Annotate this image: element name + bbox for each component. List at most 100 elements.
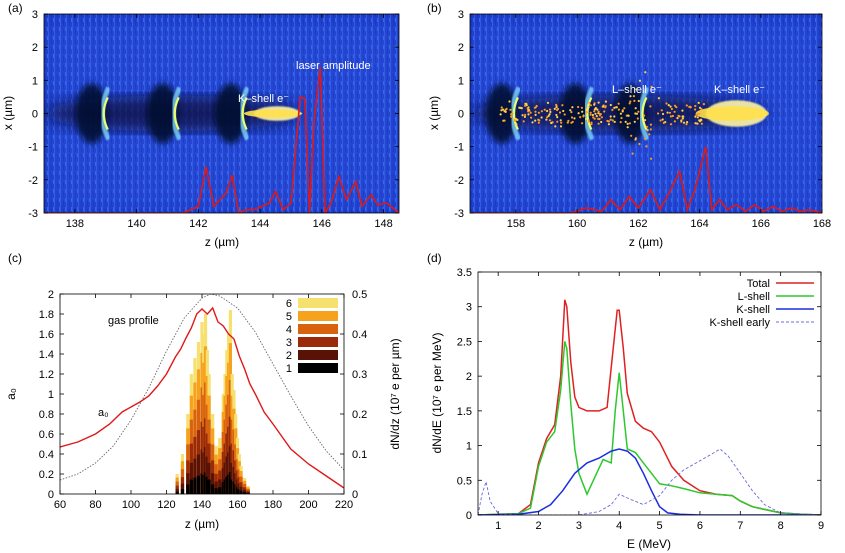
- lshell-electron: [577, 112, 580, 115]
- histogram-bar-1: [203, 472, 208, 494]
- lshell-electron: [681, 109, 684, 112]
- lshell-electron: [597, 101, 600, 104]
- histogram-bar-1: [205, 476, 209, 494]
- lshell-electron: [675, 106, 678, 109]
- lshell-electron: [548, 113, 551, 116]
- lshell-electron: [630, 134, 633, 137]
- lshell-electron: [537, 111, 541, 114]
- x-tick-label: 162: [629, 218, 647, 230]
- lshell-electron: [600, 116, 604, 119]
- lshell-electron: [657, 112, 660, 115]
- lshell-electron: [530, 116, 533, 119]
- histogram-bar-1: [227, 474, 231, 494]
- lshell-electron: [606, 119, 609, 123]
- lshell-electron: [597, 122, 600, 125]
- x-tick-label: 164: [690, 218, 708, 230]
- histogram-bar-2: [203, 447, 208, 494]
- histogram-bar-1: [237, 489, 241, 494]
- histogram-bar-2: [205, 456, 209, 494]
- panel-b-label: (b): [427, 1, 442, 15]
- y-tick-label: 0.8: [39, 409, 54, 421]
- bubble: [146, 83, 179, 144]
- y-tick-label-right: 0.5: [352, 289, 367, 301]
- lshell-electron: [585, 108, 588, 111]
- lshell-electron: [548, 108, 552, 111]
- lshell-electron: [637, 110, 640, 113]
- histogram-bar-2: [223, 462, 227, 494]
- lshell-electron: [633, 120, 636, 123]
- histogram-bar-1: [207, 479, 211, 494]
- x-tick-label: 120: [157, 499, 175, 511]
- lshell-electron: [556, 116, 559, 119]
- lshell-electron: [650, 85, 653, 88]
- lshell-electron: [645, 145, 648, 148]
- legend-swatch-3: [298, 337, 338, 347]
- histogram-bar-1: [193, 477, 197, 494]
- panel-a-bubbles: [44, 83, 301, 144]
- histogram-bar-2: [246, 491, 250, 494]
- bubble-shell-core: [512, 97, 519, 130]
- y-tick-label: -3: [28, 208, 38, 220]
- lshell-electron: [631, 152, 634, 155]
- x-tick-label: 100: [122, 499, 140, 511]
- y-tick-label: 2: [32, 42, 38, 54]
- lshell-electron: [635, 88, 638, 91]
- lshell-electron: [589, 111, 592, 114]
- lshell-electron: [659, 119, 662, 122]
- lshell-electron: [555, 113, 558, 117]
- lshell-electron: [636, 117, 639, 120]
- histogram-bar-2: [196, 454, 201, 494]
- histogram-bar-2: [230, 462, 234, 494]
- histogram-bar-1: [232, 481, 236, 494]
- panel-c-gas-profile-line: [60, 294, 344, 481]
- lshell-electron: [559, 119, 562, 122]
- lshell-electron: [588, 101, 591, 104]
- lshell-electron: [548, 119, 552, 122]
- histogram-bar-2: [186, 473, 190, 494]
- lshell-electron: [604, 105, 607, 108]
- y-tick-label-right: 0: [352, 489, 358, 501]
- lshell-electron: [662, 121, 665, 124]
- histogram-bar-2: [202, 452, 206, 494]
- lshell-electron: [626, 126, 629, 129]
- histogram-bar-2: [232, 466, 236, 494]
- x-tick-label: 7: [737, 520, 743, 532]
- lshell-electron: [661, 112, 665, 116]
- histogram-bar-2: [221, 468, 225, 494]
- lshell-electron: [669, 115, 673, 118]
- lshell-electron: [602, 105, 605, 108]
- histogram-bar-1: [211, 484, 215, 494]
- panel-a-annotation-laser: laser amplitude: [296, 60, 371, 72]
- histogram-bar-1: [228, 471, 232, 494]
- lshell-electron: [524, 104, 527, 107]
- lshell-electron: [570, 116, 574, 119]
- lshell-electron: [562, 109, 565, 113]
- lshell-electron: [504, 110, 507, 113]
- lshell-electron: [570, 111, 573, 114]
- lshell-electron: [546, 109, 549, 113]
- lshell-electron: [629, 95, 632, 98]
- lshell-electron: [700, 122, 703, 125]
- x-tick-label: 6: [697, 520, 703, 532]
- lshell-electron: [603, 110, 606, 113]
- lshell-electron: [673, 120, 677, 123]
- lshell-electron: [649, 123, 653, 126]
- lshell-electron: [698, 112, 701, 116]
- histogram-bar-2: [180, 483, 185, 494]
- lshell-electron: [685, 123, 688, 126]
- bubble-shell-core: [173, 97, 180, 130]
- y-tick-label-right: 0.1: [352, 449, 367, 461]
- lshell-electron: [621, 110, 624, 113]
- x-tick-label: 8: [778, 520, 784, 532]
- lshell-electron: [543, 108, 546, 111]
- lshell-electron: [540, 116, 543, 119]
- lshell-electron: [669, 123, 673, 126]
- bunch-center: [243, 109, 303, 118]
- histogram-bar-2: [189, 462, 193, 494]
- lshell-electron: [697, 101, 700, 104]
- lshell-electron: [587, 106, 590, 109]
- lshell-electron: [531, 121, 534, 124]
- lshell-electron: [500, 106, 503, 109]
- legend-swatch-1: [298, 363, 338, 373]
